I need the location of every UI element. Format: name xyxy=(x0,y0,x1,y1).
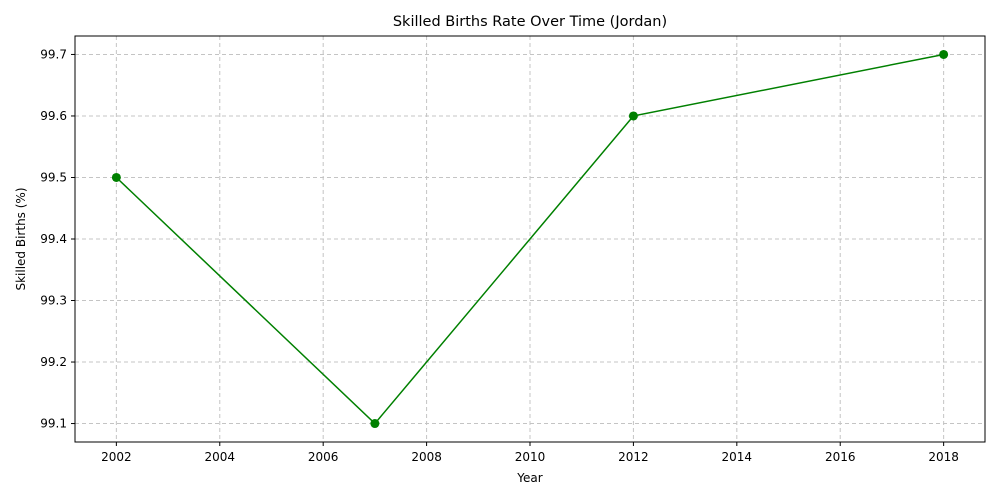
y-axis: 99.1 99.2 99.3 99.4 99.5 99.6 99.7 xyxy=(40,47,75,431)
series-layer xyxy=(111,49,949,429)
grid-lines xyxy=(75,36,985,442)
x-tick-label: 2018 xyxy=(928,450,959,464)
chart-title: Skilled Births Rate Over Time (Jordan) xyxy=(393,14,667,30)
data-point xyxy=(370,419,380,429)
x-tick-label: 2012 xyxy=(618,450,649,464)
y-tick-label: 99.7 xyxy=(40,47,67,61)
x-tick-label: 2002 xyxy=(101,450,132,464)
y-axis-label: Skilled Births (%) xyxy=(14,187,28,290)
y-tick-label: 99.4 xyxy=(40,232,67,246)
y-tick-label: 99.1 xyxy=(40,417,67,431)
x-tick-label: 2004 xyxy=(204,450,235,464)
x-tick-label: 2006 xyxy=(308,450,339,464)
x-tick-label: 2008 xyxy=(411,450,442,464)
data-point xyxy=(628,111,638,121)
x-tick-label: 2010 xyxy=(515,450,546,464)
y-tick-label: 99.6 xyxy=(40,109,67,123)
y-tick-label: 99.2 xyxy=(40,355,67,369)
x-axis: 2002 2004 2006 2008 2010 2012 2014 2016 2018 xyxy=(101,442,959,464)
data-point xyxy=(111,172,121,182)
series-line xyxy=(115,53,944,425)
x-tick-label: 2014 xyxy=(722,450,753,464)
x-tick-label: 2016 xyxy=(825,450,856,464)
y-tick-label: 99.5 xyxy=(40,170,67,184)
x-axis-label: Year xyxy=(516,471,542,485)
y-tick-label: 99.3 xyxy=(40,294,67,308)
data-point xyxy=(939,49,949,59)
